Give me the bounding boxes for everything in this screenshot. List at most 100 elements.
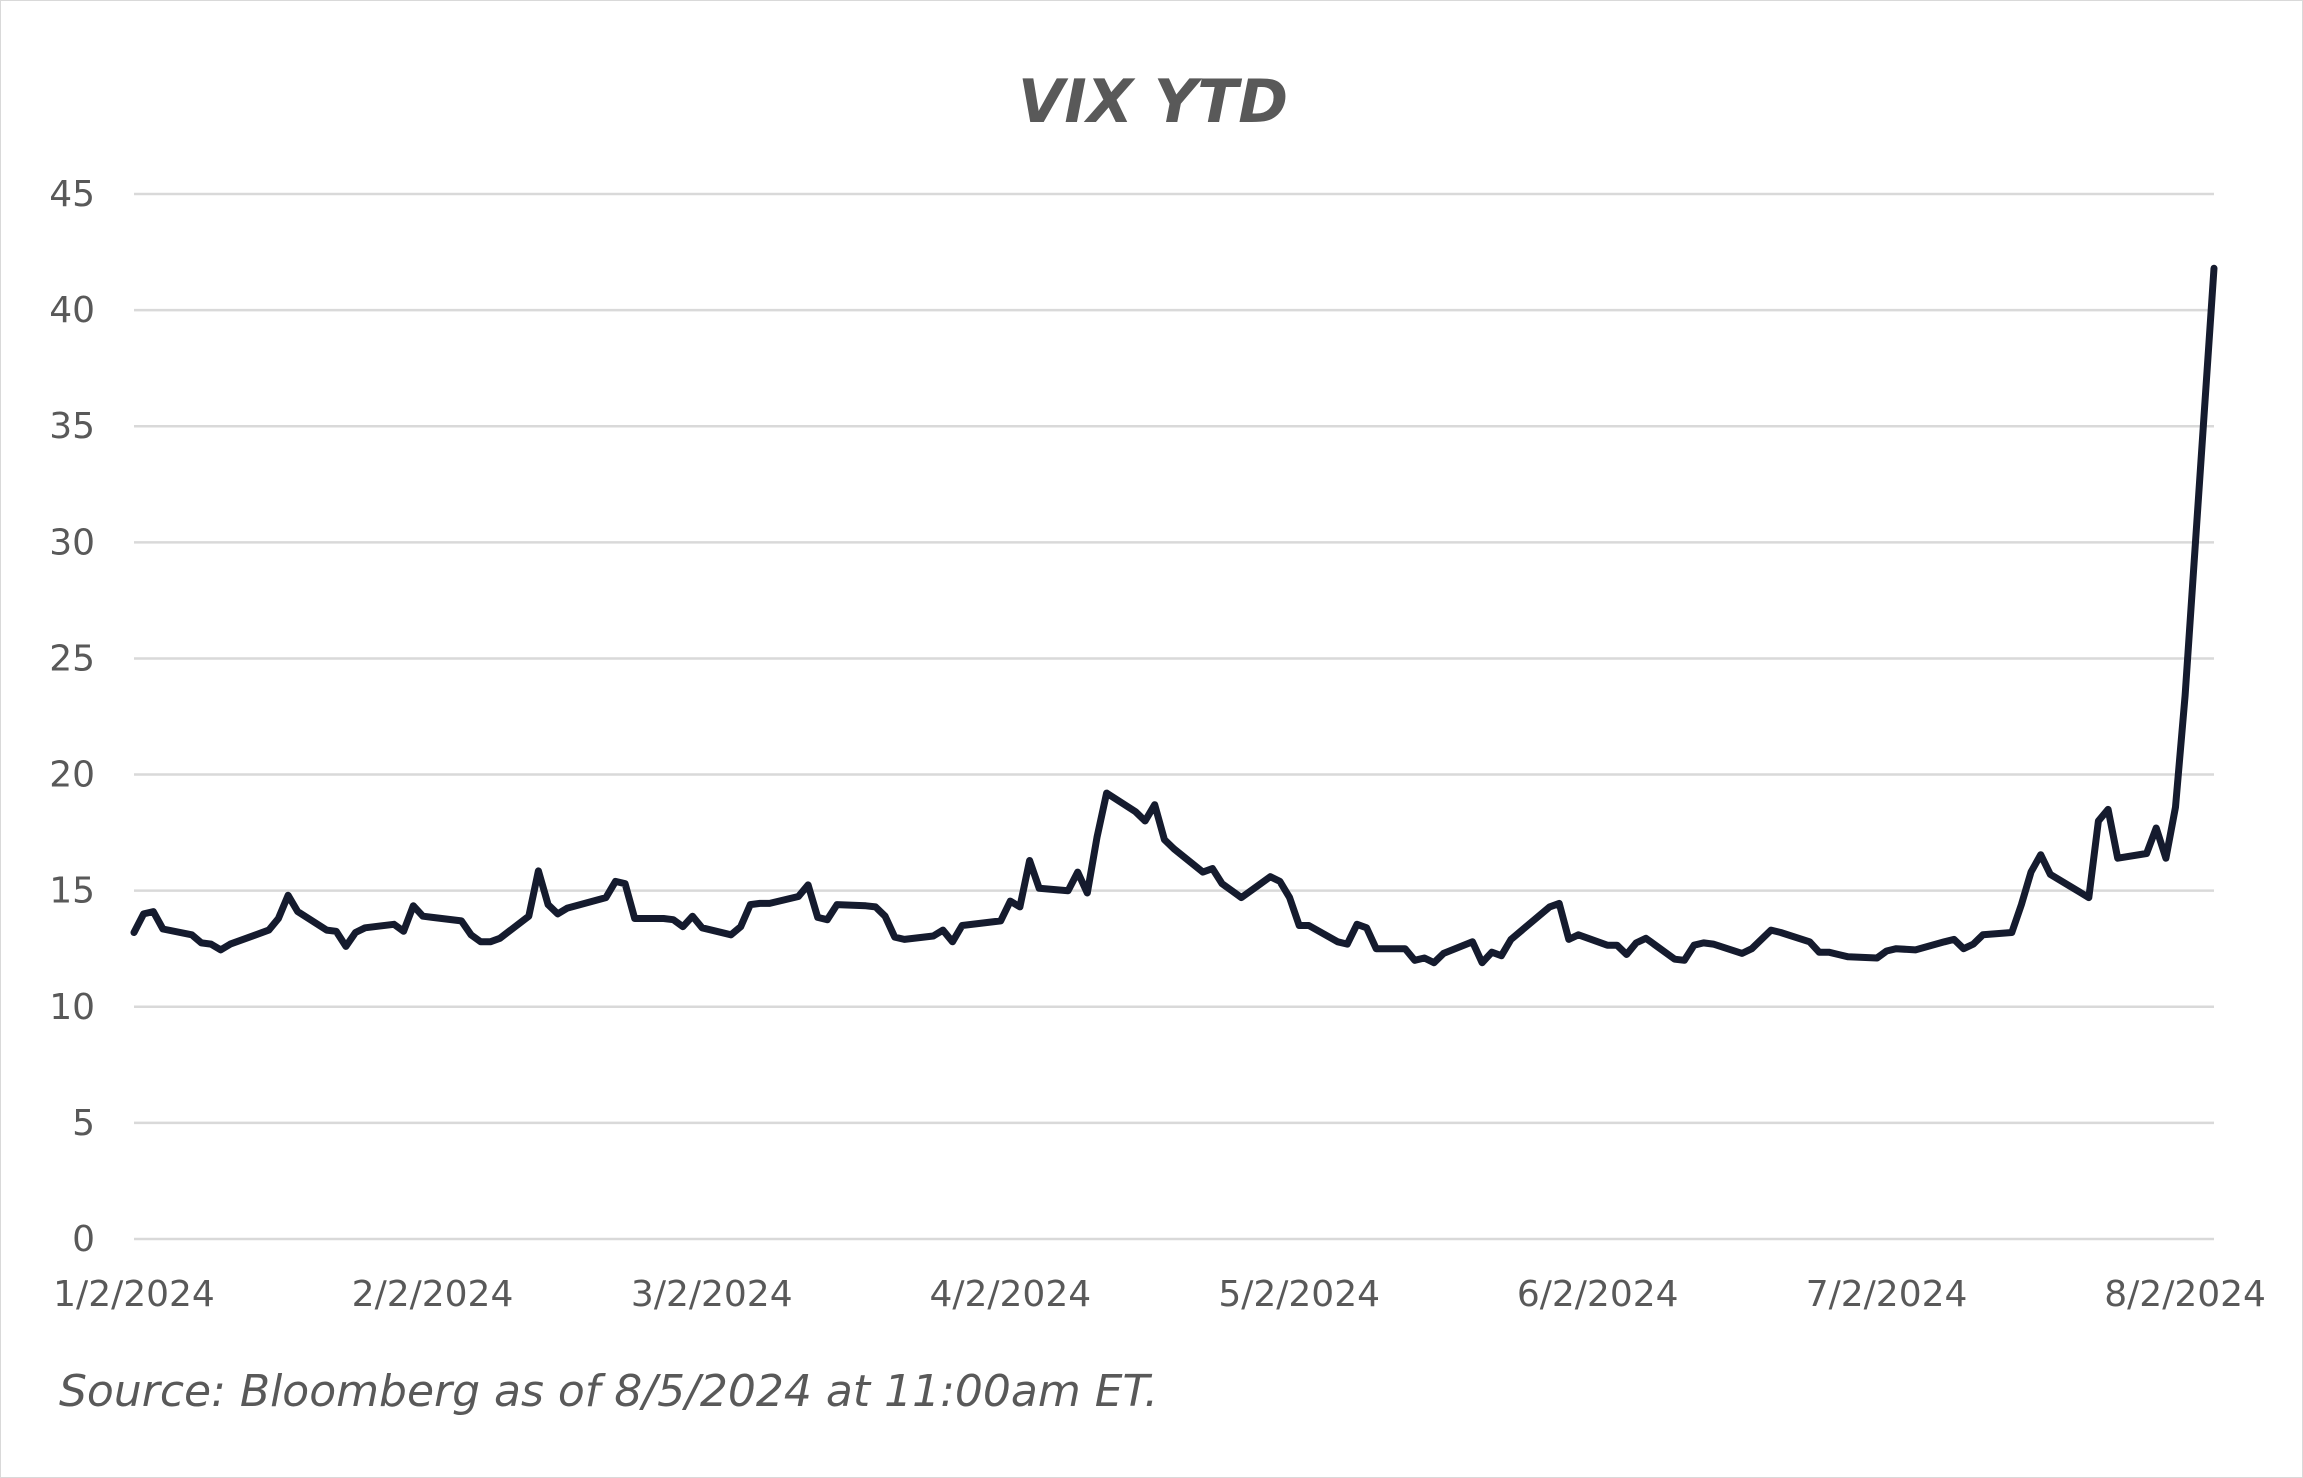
y-tick-label: 15 <box>49 871 95 912</box>
data-point <box>294 908 301 915</box>
data-point <box>496 935 503 942</box>
data-point <box>535 867 542 874</box>
data-point <box>1556 900 1563 907</box>
data-point <box>391 921 397 928</box>
data-point <box>1642 935 1649 942</box>
x-tick-label: 2/2/2024 <box>352 1274 514 1315</box>
y-axis-tick-labels: 0 5 10 15 20 25 30 35 40 45 <box>49 174 95 1260</box>
data-point <box>1267 873 1274 880</box>
data-point <box>545 901 552 908</box>
data-point <box>2182 692 2189 699</box>
data-point <box>458 917 465 924</box>
grid-lines <box>134 192 2214 1241</box>
data-point <box>342 943 349 950</box>
data-point <box>602 894 609 901</box>
data-point <box>1748 945 1755 952</box>
data-point <box>930 933 937 939</box>
data-point <box>756 900 763 907</box>
chart-title: VIX YTD <box>1018 67 1288 137</box>
data-point <box>1768 927 1774 934</box>
data-point <box>2018 901 2025 908</box>
data-point <box>1296 922 1303 929</box>
data-point <box>2028 869 2034 876</box>
data-point <box>959 922 966 929</box>
data-point <box>1604 942 1611 949</box>
data-point <box>554 910 561 917</box>
data-point <box>1614 942 1620 949</box>
data-point <box>2047 871 2054 878</box>
data-point <box>814 914 821 921</box>
data-point <box>1228 887 1235 894</box>
data-point <box>834 901 840 908</box>
data-point <box>1094 834 1100 841</box>
x-axis-tick-labels: 1/2/2024 2/2/2024 3/2/2024 4/2/2024 5/2/2024… <box>53 1274 2266 1315</box>
data-point <box>1103 790 1110 797</box>
y-tick-label: 25 <box>49 638 95 679</box>
data-point <box>208 941 214 948</box>
data-point <box>1199 869 1206 876</box>
data-point <box>1498 952 1505 959</box>
data-point <box>997 917 1004 924</box>
data-point <box>1431 959 1437 966</box>
series-layer <box>130 264 2218 967</box>
data-point <box>487 938 494 945</box>
x-tick-label: 3/2/2024 <box>631 1274 793 1315</box>
data-point <box>429 914 436 921</box>
y-tick-label: 10 <box>49 987 95 1028</box>
data-point <box>622 880 629 887</box>
data-point <box>2114 855 2121 862</box>
data-point <box>679 923 686 930</box>
data-point <box>159 926 166 932</box>
data-point <box>1883 948 1890 954</box>
data-point <box>2076 888 2083 895</box>
data-point <box>1700 939 1707 946</box>
x-tick-label: 1/2/2024 <box>53 1274 215 1315</box>
data-point <box>1161 836 1168 843</box>
y-tick-label: 0 <box>72 1219 95 1260</box>
data-point <box>872 903 879 910</box>
data-point <box>1546 903 1553 910</box>
data-point <box>795 893 802 900</box>
data-point <box>1402 945 1409 952</box>
data-point <box>275 915 282 922</box>
data-point <box>1816 949 1823 956</box>
data-point <box>1305 922 1312 929</box>
data-point <box>1421 955 1428 961</box>
data-point <box>2085 894 2092 901</box>
data-point <box>824 916 831 923</box>
data-point <box>1825 949 1832 956</box>
data-point <box>150 908 157 915</box>
data-point <box>805 881 812 888</box>
data-point <box>1344 941 1351 948</box>
data-point <box>2095 818 2102 824</box>
data-point <box>198 939 205 946</box>
data-point <box>1488 949 1495 956</box>
data-point <box>1951 936 1957 943</box>
data-point <box>901 936 908 943</box>
data-point <box>1334 938 1341 945</box>
data-point <box>1151 801 1158 808</box>
data-point <box>2105 806 2112 813</box>
data-point <box>939 927 946 934</box>
data-point <box>1671 956 1678 963</box>
data-point <box>1065 887 1072 894</box>
data-point <box>1681 957 1688 964</box>
y-tick-label: 20 <box>49 755 95 796</box>
y-tick-label: 30 <box>49 522 95 563</box>
data-point <box>891 934 898 941</box>
data-point <box>862 902 869 909</box>
data-point <box>1912 946 1919 953</box>
data-point <box>1623 951 1630 958</box>
data-point <box>949 938 956 945</box>
data-point <box>1691 942 1697 949</box>
data-point <box>1739 950 1746 957</box>
data-point <box>285 892 292 899</box>
data-point <box>131 929 137 936</box>
x-tick-label: 4/2/2024 <box>929 1274 1091 1315</box>
data-point <box>362 924 369 931</box>
data-point <box>1979 931 1986 938</box>
data-point <box>1286 894 1293 901</box>
data-point <box>1565 936 1572 943</box>
data-point <box>1411 957 1418 964</box>
